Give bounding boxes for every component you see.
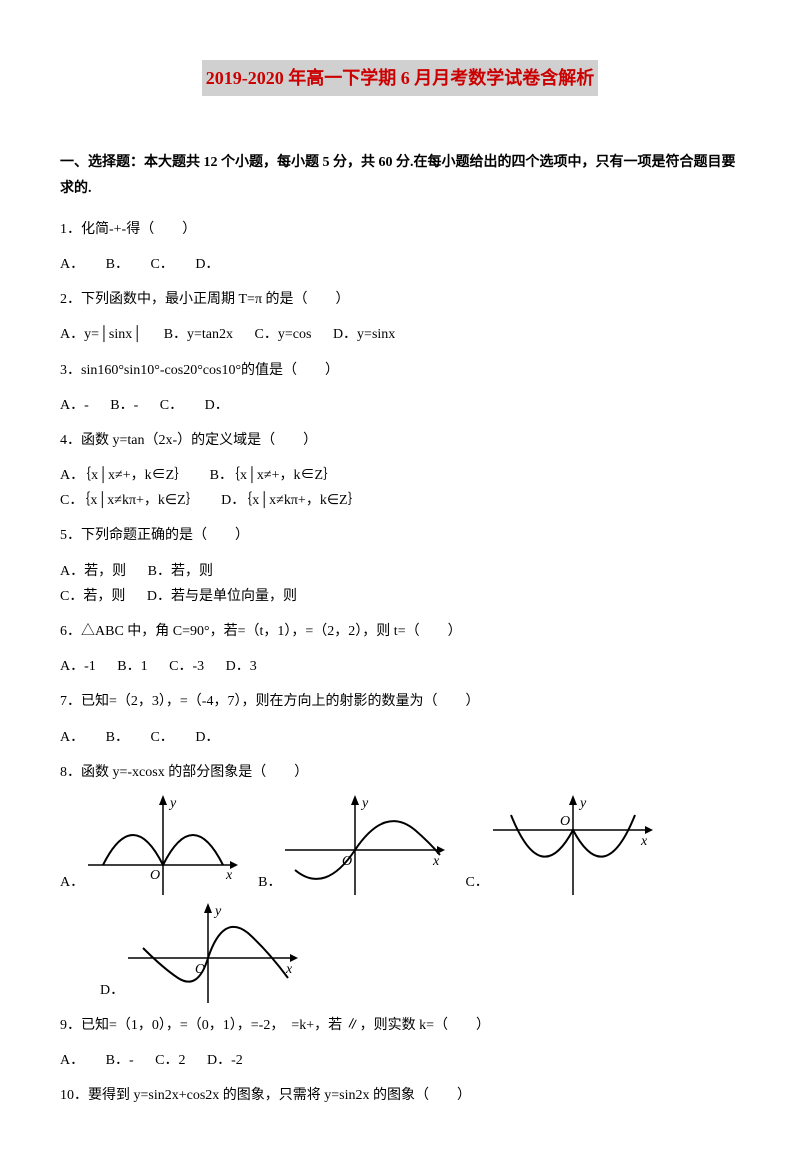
title-wrap: 2019-2020 年高一下学期 6 月月考数学试卷含解析 (60, 60, 740, 126)
q3-opt-b: B．- (110, 393, 138, 418)
q8-graph-a: A． x y O (60, 795, 238, 895)
q3-opts: A．- B．- C． D． (60, 393, 740, 418)
q4: 4．函数 y=tan（2x-）的定义域是（ ） (60, 428, 740, 453)
q7: 7．已知=（2，3），=（-4，7），则在方向上的射影的数量为（ ） (60, 689, 740, 714)
axis-x-label: x (432, 854, 440, 869)
q6-opt-c: C．-3 (169, 654, 204, 679)
q6: 6．△ABC 中，角 C=90°，若=（t，1），=（2，2），则 t=（ ） (60, 619, 740, 644)
page-title: 2019-2020 年高一下学期 6 月月考数学试卷含解析 (202, 60, 599, 96)
q5-opt-d: D．若与是单位向量，则 (147, 584, 297, 609)
q8: 8．函数 y=-xcosx 的部分图象是（ ） (60, 760, 740, 785)
q1-opt-d: D． (195, 252, 219, 277)
q5-opt-a: A．若，则 (60, 559, 126, 584)
q9-opt-a: A． (60, 1048, 84, 1073)
q5: 5．下列命题正确的是（ ） (60, 523, 740, 548)
q5-opt-c: C．若，则 (60, 584, 125, 609)
axis-x-label: x (225, 868, 233, 883)
q4-opt-c: C．｛x│x≠kπ+，k∈Z｝ (60, 488, 200, 513)
q7-opt-d: D． (195, 725, 219, 750)
axis-y-label: y (360, 796, 369, 811)
q8-opt-b: B． (258, 870, 281, 895)
q6-opts: A．-1 B．1 C．-3 D．3 (60, 654, 740, 679)
q8-opt-d: D． (100, 978, 124, 1003)
q5-opts: A．若，则 B．若，则 C．若，则 D．若与是单位向量，则 (60, 559, 740, 609)
q1-opt-c: C． (150, 252, 173, 277)
q10: 10．要得到 y=sin2x+cos2x 的图象，只需将 y=sin2x 的图象… (60, 1083, 740, 1108)
q5-opt-b: B．若，则 (148, 559, 213, 584)
q8-graph-c: C． x y O (465, 795, 652, 895)
origin-label: O (560, 814, 570, 829)
q2-opt-a: A．y=│sinx│ (60, 322, 142, 347)
axis-y-label: y (213, 904, 222, 919)
origin-label: O (150, 868, 160, 883)
q7-opt-a: A． (60, 725, 84, 750)
q8-graph-b: B． x y O (258, 795, 445, 895)
q4-opt-b: B．｛x│x≠+，k∈Z｝ (210, 463, 337, 488)
graph-d-svg: x y O (128, 903, 298, 1003)
q7-opt-b: B． (106, 725, 129, 750)
q1-opt-a: A． (60, 252, 84, 277)
q3-opt-c: C． (160, 393, 183, 418)
axis-y-label: y (578, 796, 587, 811)
q2-opt-b: B．y=tan2x (164, 322, 233, 347)
graph-a-svg: x y O (88, 795, 238, 895)
q6-opt-d: D．3 (226, 654, 257, 679)
q9-opt-c: C．2 (155, 1048, 185, 1073)
q3-opt-a: A．- (60, 393, 89, 418)
q9-opt-b: B．- (106, 1048, 134, 1073)
q2-opt-d: D．y=sinx (333, 322, 395, 347)
q3: 3．sin160°sin10°-cos20°cos10°的值是（ ） (60, 358, 740, 383)
q8-graph-row-2: D． x y O (60, 903, 740, 1003)
graph-b-svg: x y O (285, 795, 445, 895)
q6-opt-b: B．1 (117, 654, 147, 679)
q8-opt-a: A． (60, 870, 84, 895)
q1-opt-b: B． (106, 252, 129, 277)
q2: 2．下列函数中，最小正周期 T=π 的是（ ） (60, 287, 740, 312)
axis-y-label: y (168, 796, 177, 811)
q9: 9．已知=（1，0），=（0，1），=-2， =k+，若 ∥，则实数 k=（ ） (60, 1013, 740, 1038)
q3-opt-d: D． (205, 393, 229, 418)
section-1-head: 一、选择题：本大题共 12 个小题，每小题 5 分，共 60 分.在每小题给出的… (60, 150, 740, 200)
q8-graph-row-1: A． x y O B． x y O C． x y O (60, 795, 740, 895)
q9-opt-d: D．-2 (207, 1048, 243, 1073)
q4-opts: A．｛x│x≠+，k∈Z｝ B．｛x│x≠+，k∈Z｝ C．｛x│x≠kπ+，k… (60, 463, 740, 513)
q7-opt-c: C． (150, 725, 173, 750)
graph-c-svg: x y O (493, 795, 653, 895)
q7-opts: A． B． C． D． (60, 725, 740, 750)
q1: 1．化简-+-得（ ） (60, 217, 740, 242)
q8-opt-c: C． (465, 870, 488, 895)
axis-x-label: x (640, 834, 648, 849)
q8-graph-d: D． x y O (100, 903, 298, 1003)
q2-opt-c: C．y=cos (255, 322, 312, 347)
q6-opt-a: A．-1 (60, 654, 96, 679)
q4-opt-a: A．｛x│x≠+，k∈Z｝ (60, 463, 188, 488)
q2-opts: A．y=│sinx│ B．y=tan2x C．y=cos D．y=sinx (60, 322, 740, 347)
q4-opt-d: D．｛x│x≠kπ+，k∈Z｝ (221, 488, 361, 513)
q9-opts: A． B．- C．2 D．-2 (60, 1048, 740, 1073)
q1-opts: A． B． C． D． (60, 252, 740, 277)
